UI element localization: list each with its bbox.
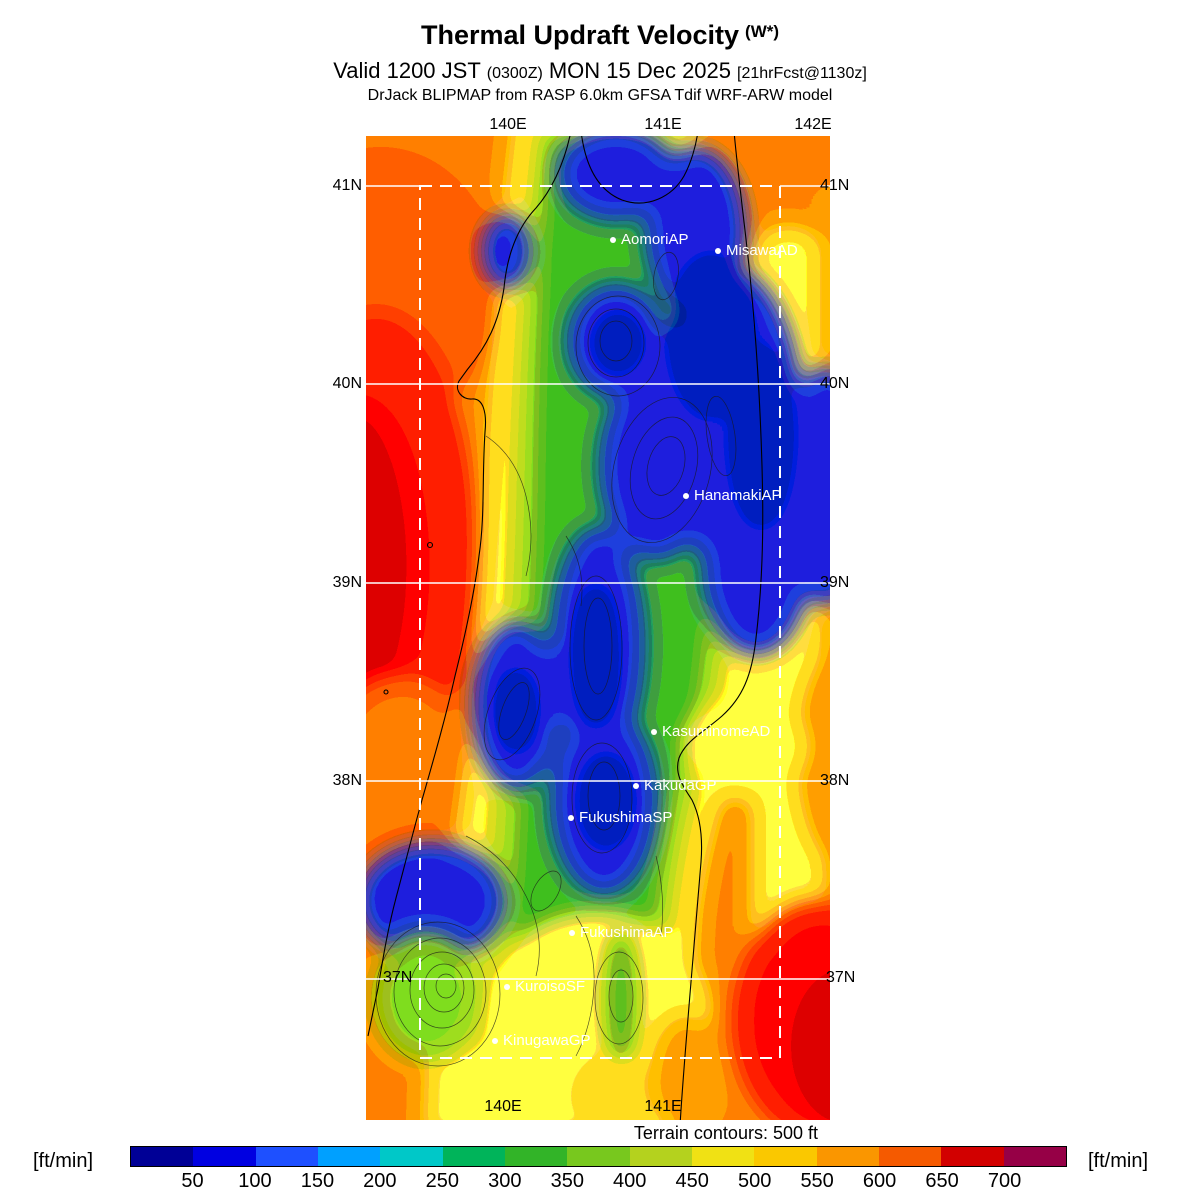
station-fukushima-ap: FukushimaAP: [569, 924, 673, 941]
station-label: MisawaAD: [726, 242, 798, 259]
lon-label-bottom-141e: 141E: [644, 1098, 682, 1115]
station-dot-icon: [568, 814, 574, 821]
lon-label-top-140e: 140E: [489, 116, 527, 133]
colorbar-unit-right: [ft/min]: [1088, 1150, 1149, 1172]
title-text: Thermal Updraft Velocity: [420, 20, 740, 50]
lat-label-right-37n: 37N: [826, 969, 856, 986]
colorbar-segment: [193, 1147, 256, 1166]
colorbar-tick: 400: [613, 1170, 647, 1192]
forecast-map: AomoriAP MisawaAD HanamakiAP KasuminomeA…: [366, 136, 830, 1120]
station-kinugawa-gp: KinugawaGP: [492, 1032, 591, 1049]
colorbar-segment: [567, 1147, 630, 1166]
station-label: FukushimaAP: [580, 924, 674, 941]
colorbar-tick: 450: [675, 1170, 709, 1192]
updraft-color-field: [366, 136, 830, 1120]
station-dot-icon: [683, 492, 689, 499]
station-label: HanamakiAP: [694, 487, 782, 504]
terrain-contour-note: Terrain contours: 500 ft: [633, 1123, 818, 1143]
lat-label-right-39n: 39N: [820, 574, 850, 591]
colorbar-segment: [691, 1147, 755, 1166]
forecast-tag: [21hrFcst@1130z]: [737, 65, 867, 82]
coastline: [367, 136, 764, 1120]
thermal-field-plot: [366, 136, 830, 1120]
colorbar-tick: 650: [925, 1170, 959, 1192]
lat-label-left-41n: 41N: [332, 177, 362, 194]
colorbar-tick: 700: [987, 1170, 1022, 1192]
colorbar-tick: 50: [181, 1170, 204, 1192]
station-label: FukushimaSP: [579, 809, 673, 826]
station-label: KuroisoSF: [515, 978, 586, 995]
station-label: KasuminomeAD: [662, 723, 771, 740]
colorbar-ticks: 50 100 150 200 250 300 350 400 450 500 550 600 650 70…: [130, 1170, 1067, 1194]
station-hanamaki-ap: HanamakiAP: [683, 487, 782, 504]
station-dot-icon: [610, 236, 616, 243]
lon-label-top-141e: 141E: [644, 116, 682, 133]
page-title: Thermal Updraft Velocity (W*): [0, 20, 1200, 51]
colorbar-segment: [878, 1147, 942, 1166]
colorbar-tick: 100: [238, 1170, 272, 1192]
colorbar-segment: [380, 1147, 443, 1166]
valid-time-line: Valid 1200 JST (0300Z) MON 15 Dec 2025 [21h…: [0, 58, 1200, 84]
colorbar-segment: [504, 1147, 568, 1166]
station-kasuminome-ad: KasuminomeAD: [651, 723, 770, 740]
lat-label-left-39n: 39N: [332, 574, 362, 591]
colorbar-segment: [1003, 1147, 1066, 1166]
station-label: KakudaGP: [644, 777, 717, 794]
model-domain-box: [419, 185, 781, 1059]
colorbar-segment: [255, 1147, 318, 1166]
lon-label-bottom-140e: 140E: [484, 1098, 522, 1115]
station-dot-icon: [569, 929, 575, 936]
colorbar-segment: [131, 1147, 194, 1166]
station-aomori-ap: AomoriAP: [610, 231, 689, 248]
colorbar-tick: 250: [425, 1170, 460, 1192]
lat-label-left-38n: 38N: [332, 772, 362, 789]
colorbar-segment: [629, 1147, 692, 1166]
lon-label-top-142e: 142E: [794, 116, 832, 133]
colorbar-tick: 500: [737, 1170, 772, 1192]
colorbar-segment: [816, 1147, 879, 1166]
lat-label-right-41n: 41N: [820, 177, 850, 194]
lat-label-left-40n: 40N: [332, 375, 362, 392]
valid-date: MON 15 Dec 2025: [548, 58, 732, 83]
lat-label-right-40n: 40N: [820, 375, 850, 392]
colorbar-tick: 300: [488, 1170, 522, 1192]
valid-time: Valid 1200 JST: [333, 58, 481, 83]
station-dot-icon: [504, 983, 510, 990]
colorbar-tick: 150: [300, 1170, 335, 1192]
colorbar-segment: [754, 1147, 817, 1166]
station-label: KinugawaGP: [503, 1032, 591, 1049]
station-misawa-ad: MisawaAD: [715, 242, 798, 259]
lat-label-right-38n: 38N: [820, 772, 850, 789]
station-dot-icon: [633, 782, 639, 789]
latitude-grid-lines: [366, 185, 830, 980]
colorbar-tick: 350: [550, 1170, 584, 1192]
colorbar-segments: [130, 1146, 1067, 1167]
model-line: DrJack BLIPMAP from RASP 6.0km GFSA Tdif…: [367, 87, 833, 104]
station-dot-icon: [651, 728, 657, 735]
station-fukushima-sp: FukushimaSP: [568, 809, 672, 826]
station-dot-icon: [715, 247, 721, 254]
lat-label-left-37n: 37N: [383, 969, 413, 986]
colorbar-tick: 550: [800, 1170, 834, 1192]
title-parameter-note: (W*): [745, 22, 780, 41]
colorbar-tick: 600: [862, 1170, 897, 1192]
colorbar-segment: [442, 1147, 505, 1166]
station-label: AomoriAP: [621, 231, 689, 248]
colorbar-segment: [317, 1147, 381, 1166]
valid-zulu: (0300Z): [486, 65, 543, 82]
colorbar-segment: [941, 1147, 1004, 1166]
colorbar-unit-left: [ft/min]: [33, 1150, 94, 1172]
terrain-contour-lines: [375, 251, 737, 1067]
station-kakuda-gp: KakudaGP: [633, 777, 717, 794]
header: Thermal Updraft Velocity (W*) Valid 1200 …: [0, 20, 1200, 105]
station-kuroiso-sf: KuroisoSF: [504, 978, 585, 995]
station-dot-icon: [492, 1037, 498, 1044]
colorbar-tick: 200: [363, 1170, 397, 1192]
